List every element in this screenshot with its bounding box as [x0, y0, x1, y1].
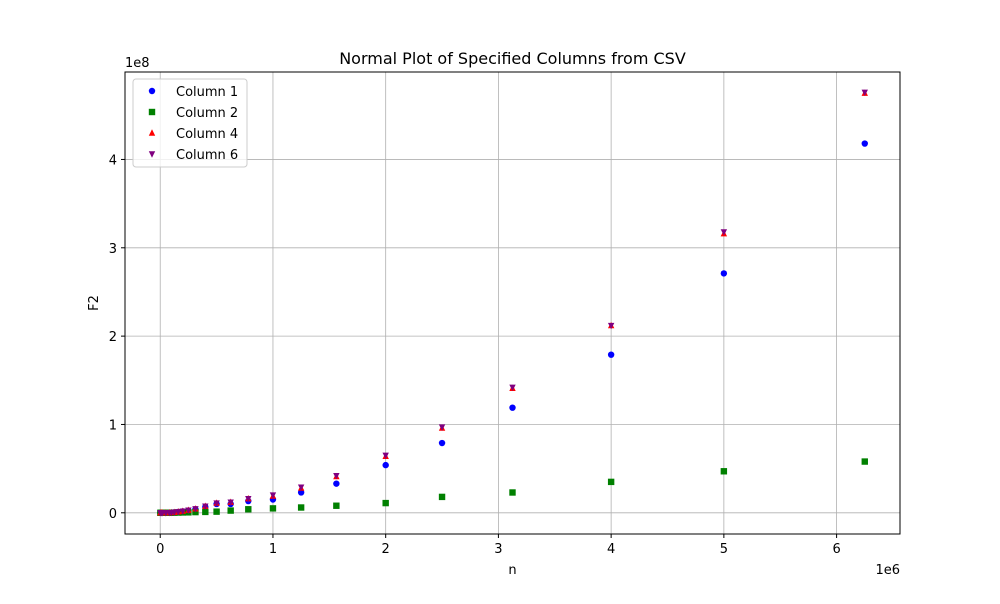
legend-label: Column 1 — [176, 85, 238, 100]
chart-title: Normal Plot of Specified Columns from CS… — [339, 49, 686, 68]
data-point — [171, 509, 178, 516]
data-point — [185, 507, 192, 514]
data-point — [861, 458, 868, 465]
data-point — [861, 89, 868, 97]
x-tick-label: 5 — [720, 542, 728, 557]
data-point — [245, 506, 252, 513]
y-tick-label: 2 — [109, 330, 117, 345]
data-point — [509, 489, 516, 496]
legend-label: Column 6 — [176, 148, 238, 163]
legend-marker — [148, 151, 156, 158]
data-point — [382, 452, 389, 460]
plot-area-frame — [124, 71, 901, 535]
y-tick-label: 4 — [109, 153, 117, 168]
x-axis-label: n — [508, 563, 516, 578]
series-4 — [157, 89, 868, 517]
data-point — [297, 484, 305, 491]
legend-label: Column 4 — [176, 127, 238, 142]
data-points — [157, 89, 868, 517]
data-point — [213, 508, 220, 515]
data-point — [297, 489, 305, 496]
y-axis-offset-label: 1e8 — [125, 56, 150, 71]
x-tick-label: 3 — [494, 542, 502, 557]
data-point — [175, 509, 182, 516]
data-point — [179, 508, 186, 515]
x-tick-label: 0 — [156, 542, 164, 557]
data-point — [213, 500, 220, 507]
legend-marker — [148, 87, 156, 95]
data-point — [382, 461, 389, 469]
y-tick-label: 0 — [109, 507, 117, 522]
data-point — [720, 468, 728, 475]
data-point — [333, 472, 340, 480]
legend-marker — [148, 129, 156, 136]
data-point — [269, 492, 277, 499]
legend-label: Column 2 — [176, 106, 238, 121]
axis-ticks: 0 1 2 3 4 5 6 0 1 2 3 4 — [109, 153, 841, 557]
data-point — [202, 508, 209, 516]
data-point — [509, 404, 516, 411]
data-point — [607, 322, 615, 330]
legend: Column 1 Column 2 Column 4 Column 6 — [132, 78, 248, 168]
data-point — [607, 351, 615, 358]
data-point — [333, 480, 340, 487]
data-point — [297, 504, 305, 511]
legend-marker — [148, 108, 156, 116]
data-point — [245, 495, 252, 503]
data-point — [720, 229, 728, 236]
data-point — [438, 493, 446, 501]
data-point — [382, 499, 389, 507]
data-point — [333, 502, 340, 509]
x-axis-offset-label: 1e6 — [875, 563, 900, 578]
x-tick-label: 1 — [269, 542, 277, 557]
data-point — [192, 506, 199, 513]
data-point — [202, 503, 209, 510]
x-tick-label: 2 — [382, 542, 390, 557]
legend-box — [132, 78, 248, 168]
y-tick-label: 3 — [109, 242, 117, 257]
x-tick-label: 6 — [832, 542, 840, 557]
data-point — [607, 478, 615, 486]
y-axis-label: F2 — [87, 295, 102, 311]
grid — [125, 72, 900, 534]
data-point — [438, 424, 446, 431]
data-point — [438, 439, 446, 447]
data-point — [269, 505, 277, 512]
data-point — [227, 507, 234, 514]
data-point — [861, 140, 868, 147]
y-tick-label: 1 — [109, 418, 117, 433]
data-point — [509, 384, 516, 392]
data-point — [720, 270, 728, 277]
x-tick-label: 4 — [607, 542, 615, 557]
data-point — [227, 499, 234, 506]
